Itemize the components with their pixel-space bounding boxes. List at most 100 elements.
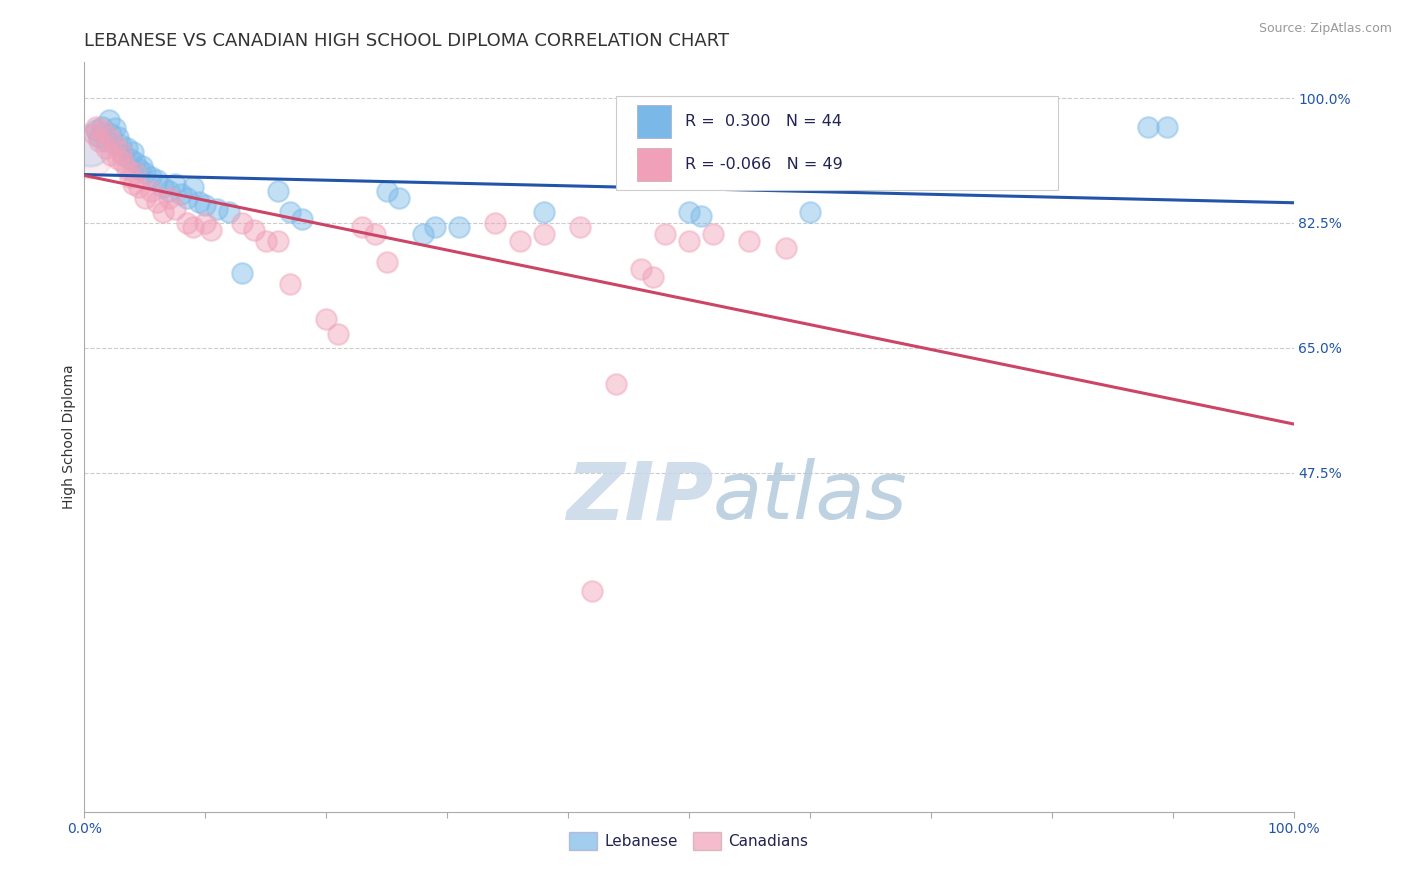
Point [121,177,143,191]
Point [131,159,153,173]
Point [654,227,676,241]
Point [352,219,374,234]
Point [139,184,162,198]
Point [115,162,138,177]
Point [110,137,132,152]
Point [152,205,174,219]
Point [91,120,114,134]
Point [91,123,114,137]
Text: R = -0.066   N = 49: R = -0.066 N = 49 [685,157,844,172]
Point [100,148,122,162]
Point [110,145,132,159]
Point [97,112,120,127]
Point [581,583,603,598]
Point [1137,120,1160,134]
Point [79,137,101,152]
Point [97,130,120,145]
FancyBboxPatch shape [637,104,671,138]
Point [605,376,627,391]
Point [569,219,592,234]
Point [104,137,127,152]
Point [181,219,204,234]
Point [200,223,222,237]
Point [104,121,127,136]
Point [278,277,301,291]
Point [328,326,350,341]
Point [176,191,198,205]
Point [124,155,146,169]
Point [509,234,531,248]
Point [188,194,211,209]
Point [231,216,253,230]
Point [128,180,150,194]
Point [152,180,174,194]
Point [690,209,713,223]
Point [94,141,117,155]
Point [139,169,162,184]
Point [165,202,187,216]
Point [181,180,204,194]
Text: LEBANESE VS CANADIAN HIGH SCHOOL DIPLOMA CORRELATION CHART: LEBANESE VS CANADIAN HIGH SCHOOL DIPLOMA… [84,32,730,50]
Point [194,198,217,212]
Y-axis label: High School Diploma: High School Diploma [62,365,76,509]
Text: ZIP: ZIP [565,458,713,536]
Point [86,123,108,137]
Point [242,223,264,237]
Point [388,191,411,205]
Point [231,266,253,280]
Point [87,130,110,145]
Point [157,184,180,198]
Point [799,205,821,219]
Text: R =  0.300   N = 44: R = 0.300 N = 44 [685,114,842,129]
Point [678,234,700,248]
Point [115,141,138,155]
Point [170,187,193,202]
Point [278,205,301,219]
Point [533,205,555,219]
Point [77,145,100,159]
Point [533,227,555,241]
Point [484,216,506,230]
Point [449,219,471,234]
Point [254,234,277,248]
Point [165,177,187,191]
Point [315,312,337,326]
Point [83,127,105,141]
Point [738,234,761,248]
Point [94,134,117,148]
Point [124,166,146,180]
Point [87,134,110,148]
Point [100,127,122,141]
Point [107,152,129,166]
Point [630,262,652,277]
Point [128,162,150,177]
Point [120,169,142,184]
Point [176,216,198,230]
Point [1156,120,1178,134]
Point [86,120,108,134]
Point [775,241,797,255]
Point [146,194,169,209]
Point [267,184,290,198]
Point [134,191,156,205]
Point [291,212,314,227]
FancyBboxPatch shape [616,96,1057,190]
Point [194,216,217,230]
Point [207,202,229,216]
Text: atlas: atlas [713,458,908,536]
Point [112,155,135,169]
Point [121,145,143,159]
Point [120,152,142,166]
Point [218,205,240,219]
Point [678,205,700,219]
Point [363,227,385,241]
Point [267,234,290,248]
Point [641,269,664,284]
Legend: Lebanese, Canadians: Lebanese, Canadians [564,826,814,856]
Point [375,255,398,269]
Point [146,173,169,187]
Point [157,191,180,205]
Point [702,227,724,241]
Point [112,148,135,162]
FancyBboxPatch shape [637,148,671,181]
